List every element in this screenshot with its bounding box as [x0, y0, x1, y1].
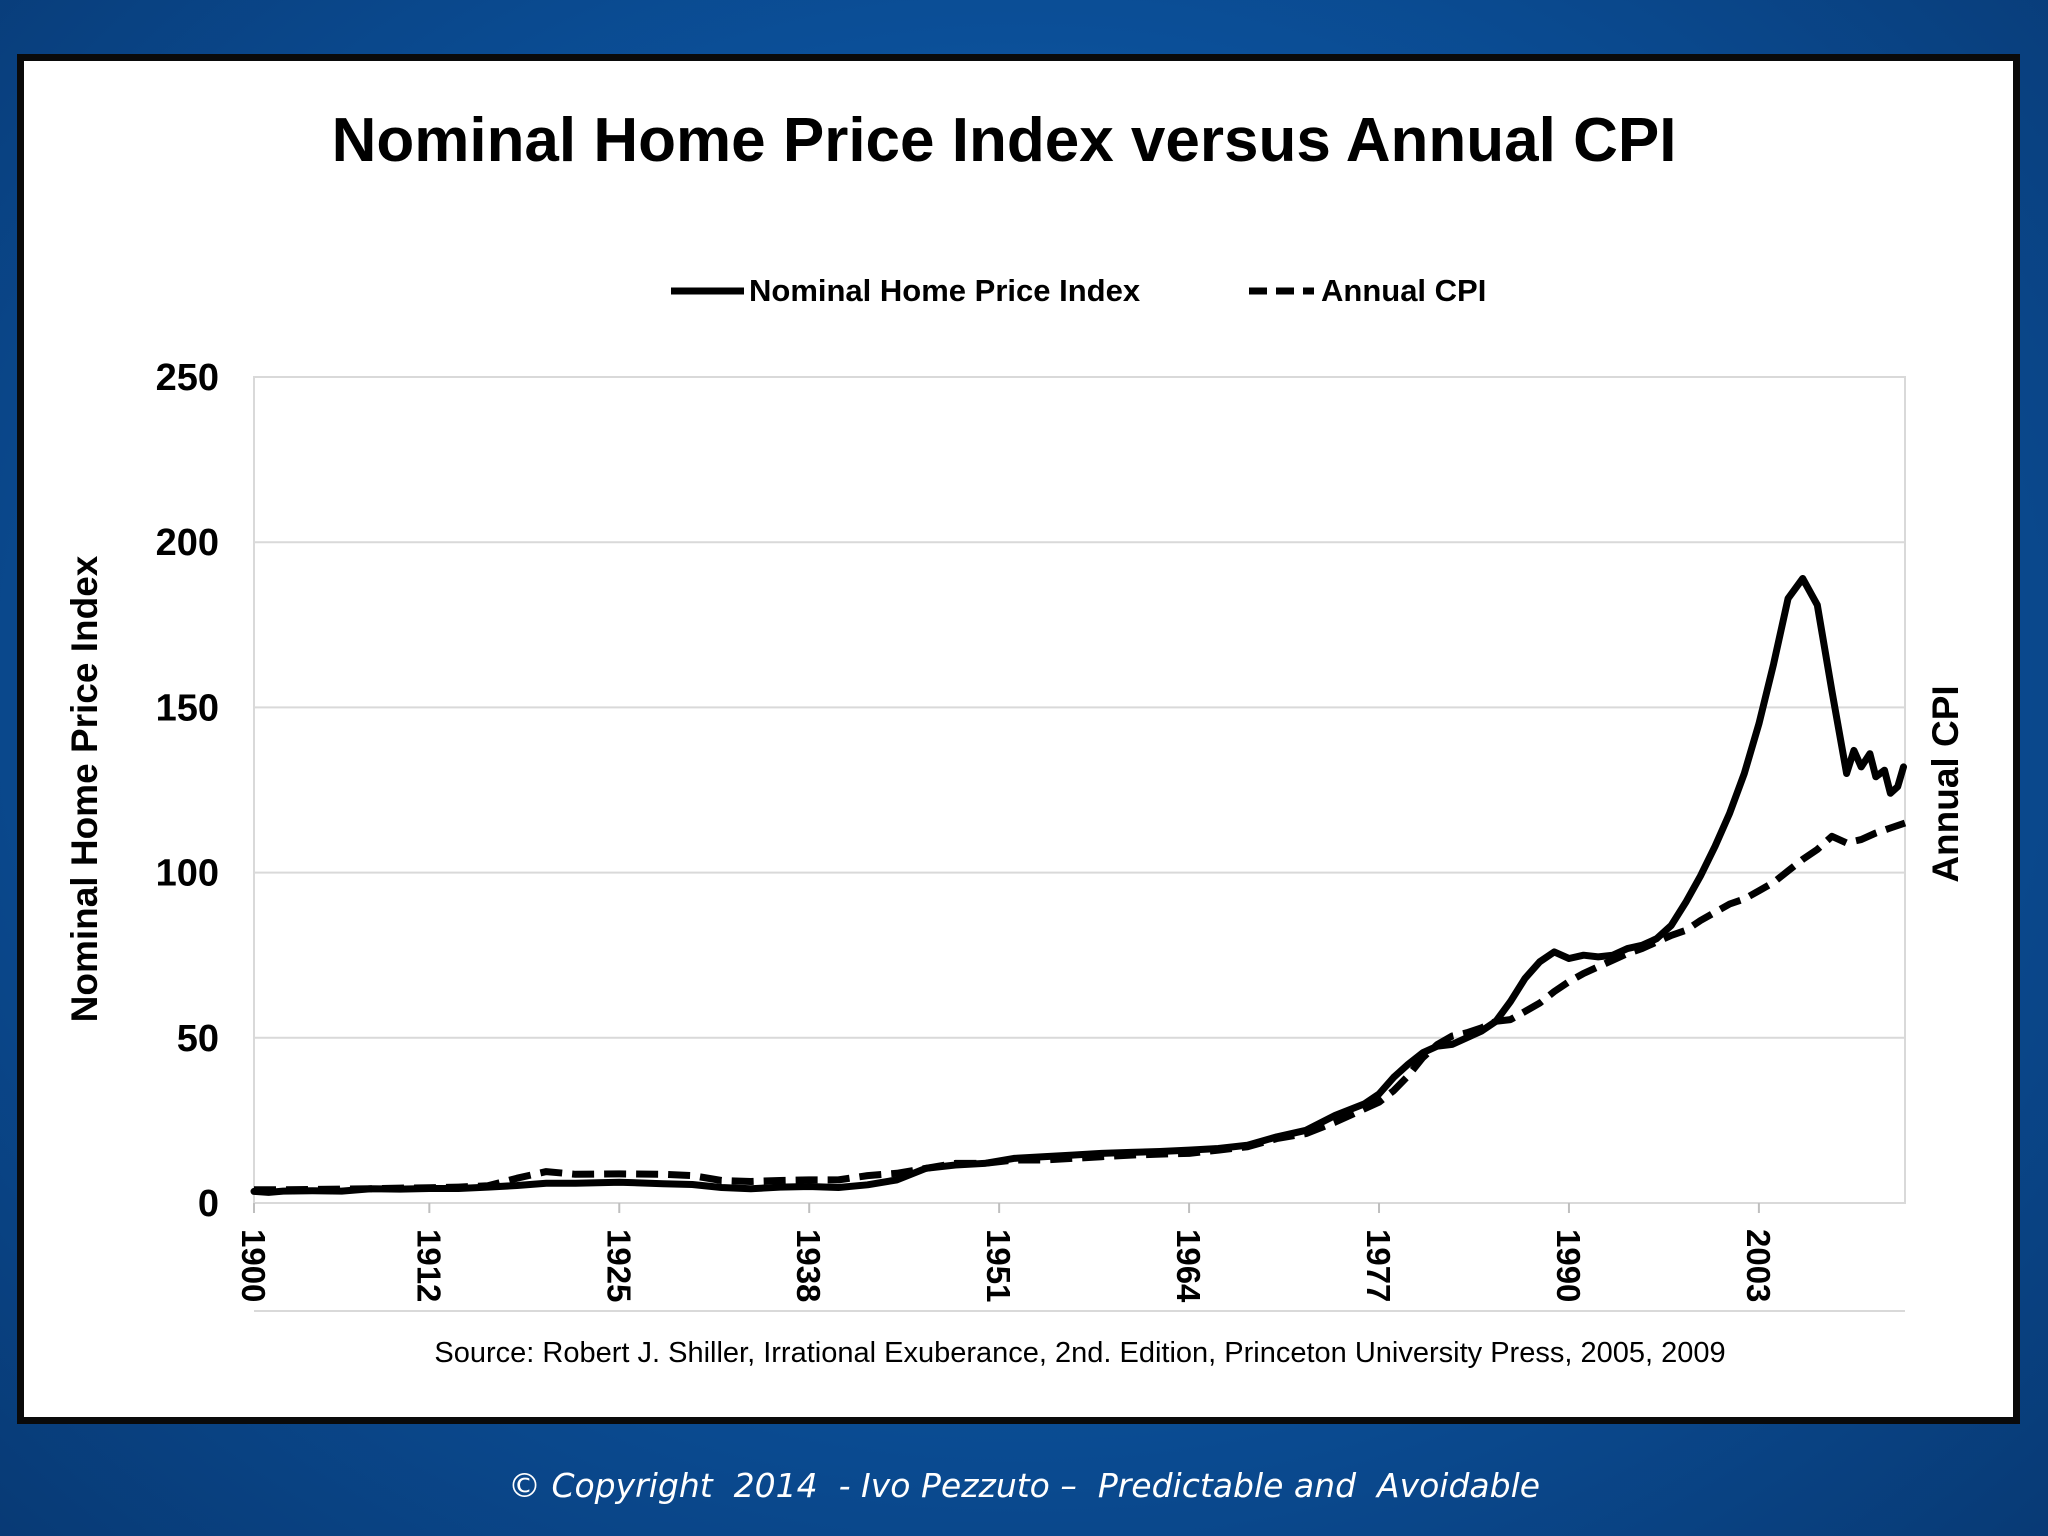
slide-panel: Nominal Home Price Index versus Annual C…: [17, 54, 2020, 1424]
y-tick-label: 250: [156, 357, 219, 399]
line-chart: Nominal Home Price Index versus Annual C…: [64, 106, 1966, 1369]
x-tick-label: 1925: [600, 1229, 637, 1302]
y2-axis-label: Annual CPI: [1925, 685, 1966, 882]
x-tick-label: 1964: [1170, 1229, 1207, 1303]
legend-label-cpi: Annual CPI: [1321, 273, 1486, 308]
x-tick-label: 1977: [1360, 1229, 1397, 1302]
legend: Nominal Home Price Index Annual CPI: [671, 273, 1486, 308]
y-axis-ticks: 0 50 100 150 200 250: [156, 357, 219, 1225]
x-tick-label: 1951: [980, 1229, 1017, 1302]
x-tick-label: 1990: [1550, 1229, 1587, 1302]
y-tick-label: 150: [156, 687, 219, 729]
legend-label-home-price: Nominal Home Price Index: [749, 273, 1141, 308]
series-line-home-price-index: [250, 575, 1907, 1196]
y-tick-label: 50: [177, 1018, 219, 1060]
x-axis-ticks: 1900 1912 1925 1938 1951 1964 1977 1990 2003: [235, 1203, 1777, 1303]
y-tick-label: 100: [156, 853, 219, 895]
x-tick-label: 1900: [235, 1229, 272, 1302]
source-note: Source: Robert J. Shiller, Irrational Ex…: [434, 1337, 1725, 1369]
y-tick-label: 200: [156, 522, 219, 564]
chart-title: Nominal Home Price Index versus Annual C…: [332, 106, 1677, 175]
y-tick-label: 0: [198, 1183, 219, 1225]
gridlines: [254, 376, 1905, 1204]
x-tick-label: 2003: [1740, 1229, 1777, 1302]
x-tick-label: 1912: [410, 1229, 447, 1302]
copyright-footer: © Copyright 2014 - Ivo Pezzuto – Predict…: [507, 1466, 1541, 1505]
plot-area: [253, 376, 1906, 1204]
y-axis-label: Nominal Home Price Index: [64, 555, 105, 1022]
series-line-annual-cpi: [254, 819, 1907, 1194]
x-tick-label: 1938: [790, 1229, 827, 1302]
